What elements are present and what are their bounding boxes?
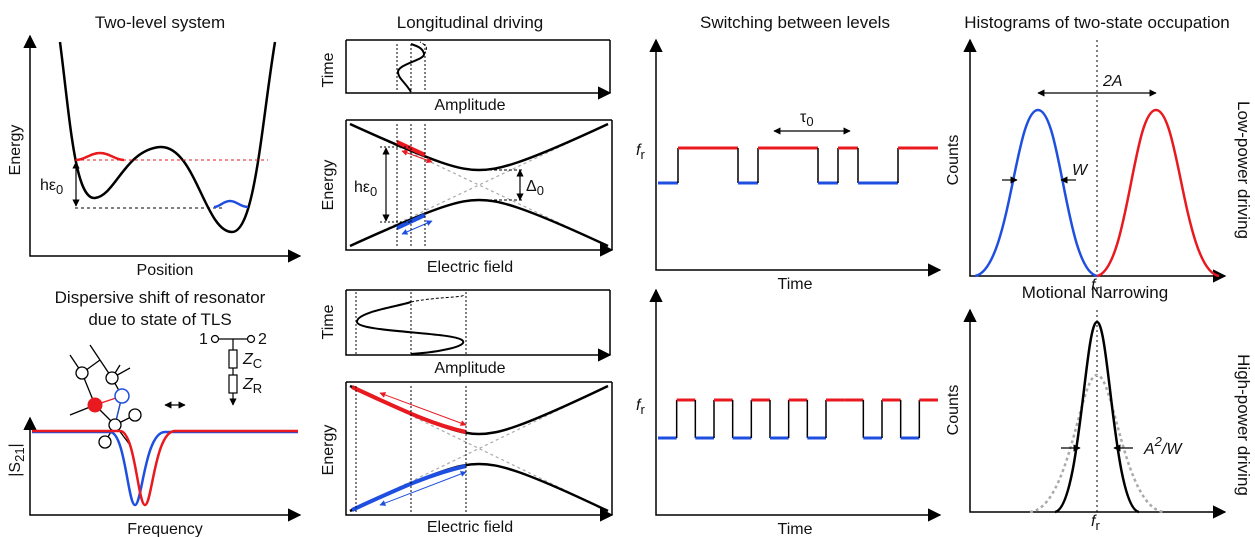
panel-switching-high: Time fr bbox=[636, 288, 942, 537]
red-double-arrow-b4 bbox=[379, 392, 467, 426]
blue-double-arrow-b4 bbox=[379, 471, 467, 506]
title-two-level: Two-level system bbox=[95, 13, 225, 32]
title-longitudinal: Longitudinal driving bbox=[397, 13, 544, 32]
axes-histogram-high bbox=[963, 308, 1227, 519]
node-1 bbox=[210, 334, 220, 344]
red-segment-b4 bbox=[351, 385, 467, 434]
h-eps0-label-a: hε0 bbox=[40, 177, 63, 197]
axis-label-frequency: Frequency bbox=[127, 521, 203, 537]
panel-longitudinal-top-low: Time Amplitude bbox=[320, 39, 612, 114]
title-histograms: Histograms of two-state occupation bbox=[964, 13, 1230, 32]
axis-label-energy-b2: Energy bbox=[320, 160, 337, 211]
red-wavefunction bbox=[75, 151, 125, 162]
axis-label-efield-b2: Electric field bbox=[427, 259, 513, 276]
panel-two-level-system: Energy Position hε0 bbox=[7, 34, 302, 279]
panel-histogram-low: Counts 2A W fr bbox=[945, 38, 1227, 297]
node-2-label: 2 bbox=[258, 331, 267, 348]
s21-blue-trace bbox=[32, 430, 298, 507]
impedance-zc bbox=[228, 349, 238, 369]
w-label: W bbox=[1072, 162, 1089, 179]
panel-longitudinal-energy-low: Energy Electric field hε0 Δ0 bbox=[320, 119, 614, 276]
blue-atom bbox=[114, 388, 130, 404]
a2w-label: A2/W bbox=[1143, 434, 1183, 458]
h-eps0-label-b2: hε0 bbox=[354, 179, 377, 199]
axis-label-amplitude-b3: Amplitude bbox=[434, 360, 505, 377]
red-double-arrow-b2 bbox=[401, 150, 433, 163]
switching-trace-low bbox=[658, 146, 938, 185]
drive-sinusoid-high bbox=[356, 301, 465, 355]
axis-label-fr-c2: fr bbox=[636, 397, 645, 417]
axes-s21 bbox=[23, 416, 302, 522]
gray-broad-peak bbox=[1029, 373, 1165, 514]
axis-label-energy-a: Energy bbox=[7, 125, 24, 176]
axis-label-time-c1: Time bbox=[778, 276, 813, 293]
switching-trace-high bbox=[658, 398, 938, 440]
drive-sinusoid-low bbox=[396, 43, 425, 93]
blue-peak bbox=[974, 108, 1098, 278]
impedance-zr bbox=[228, 374, 238, 394]
side-label-high-power: High-power driving bbox=[1234, 354, 1253, 496]
red-atom bbox=[87, 397, 103, 413]
axis-label-counts-d1: Counts bbox=[945, 135, 962, 186]
blue-segment-b4 bbox=[351, 464, 467, 512]
lower-branch-b2 bbox=[349, 198, 609, 248]
panel-s21: |S21| Frequency bbox=[7, 416, 302, 537]
node-2 bbox=[246, 334, 256, 344]
axes-energy-field-high bbox=[345, 382, 614, 522]
panel-longitudinal-top-high: Time Amplitude bbox=[320, 289, 612, 377]
fr-tick-d2: fr bbox=[1091, 513, 1100, 533]
axes-energy-field-low bbox=[345, 120, 614, 257]
panel-longitudinal-energy-high: Energy Electric field bbox=[320, 381, 614, 536]
double-well-potential bbox=[58, 41, 277, 234]
axis-label-counts-d2: Counts bbox=[945, 385, 962, 436]
axis-label-energy-b4: Energy bbox=[320, 425, 337, 476]
axis-label-time-c2: Time bbox=[778, 521, 813, 537]
axis-label-fr-c1: fr bbox=[636, 142, 645, 162]
title-dispersive-2: due to state of TLS bbox=[88, 310, 231, 329]
blue-double-arrow-b2 bbox=[401, 220, 433, 235]
axis-label-efield-b4: Electric field bbox=[427, 519, 513, 536]
title-dispersive-1: Dispersive shift of resonator bbox=[55, 288, 266, 307]
axis-label-time-b3: Time bbox=[320, 304, 337, 339]
axis-label-position: Position bbox=[137, 262, 194, 279]
lower-branch-b4 bbox=[349, 462, 609, 513]
blue-wavefunction bbox=[213, 199, 249, 209]
panel-dispersive-illustration: 1 2 ZC ZR bbox=[69, 331, 267, 449]
axes-histogram-low bbox=[963, 38, 1227, 283]
tau0-label: τ0 bbox=[800, 109, 814, 129]
upper-branch-b4 bbox=[349, 384, 609, 436]
axis-label-time-b1: Time bbox=[320, 52, 337, 87]
title-motional: Motional Narrowing bbox=[1022, 283, 1168, 302]
title-switching: Switching between levels bbox=[700, 13, 890, 32]
zr-label: ZR bbox=[242, 376, 262, 396]
axes-time-amplitude-low bbox=[345, 40, 612, 100]
axes-two-level bbox=[23, 34, 302, 263]
axes-switching-low bbox=[649, 38, 942, 277]
axis-label-amplitude-b1: Amplitude bbox=[434, 97, 505, 114]
two-a-label: 2A bbox=[1102, 73, 1123, 90]
zc-label: ZC bbox=[242, 351, 262, 371]
panel-switching-low: Time fr τ0 bbox=[636, 38, 942, 293]
side-label-low-power: Low-power driving bbox=[1234, 101, 1253, 239]
fr-tick-d1: fr bbox=[1091, 277, 1100, 297]
red-peak bbox=[1096, 108, 1220, 278]
delta0-label: Δ0 bbox=[526, 178, 544, 198]
narrowed-peak bbox=[1054, 320, 1140, 514]
axis-label-s21: |S21| bbox=[7, 443, 27, 476]
drive-sinusoid-dashed-high bbox=[410, 293, 464, 303]
panel-histogram-high: Counts A2/W fr bbox=[945, 308, 1227, 533]
axes-time-amplitude-high bbox=[345, 290, 612, 362]
axes-switching-high bbox=[649, 288, 942, 522]
node-1-label: 1 bbox=[199, 331, 208, 348]
s21-red-trace bbox=[32, 429, 298, 507]
drive-sinusoid-dashed-low bbox=[419, 41, 428, 55]
